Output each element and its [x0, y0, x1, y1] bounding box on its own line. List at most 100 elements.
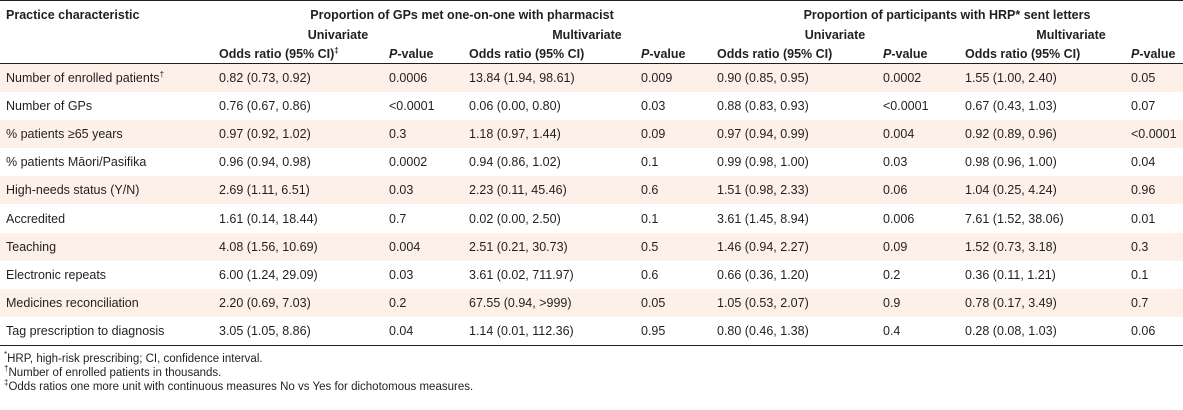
row-label: Electronic repeats [6, 267, 107, 282]
cell-g2-uni-p: 0.0002 [883, 70, 922, 85]
cell-g2-multi-or: 1.04 (0.25, 4.24) [965, 183, 1057, 198]
cell-g1-multi-or: 0.02 (0.00, 2.50) [469, 211, 561, 226]
g2-uni-or-header: Odds ratio (95% CI) [717, 46, 833, 61]
row-label: High-needs status (Y/N) [6, 183, 140, 198]
cell-g1-multi-p: 0.6 [641, 183, 659, 198]
table-row: Number of GPs 0.76 (0.67, 0.86) <0.0001 0.0… [0, 92, 1183, 120]
cell-g1-uni-p: <0.0001 [389, 98, 435, 113]
cell-g2-multi-p: 0.3 [1131, 239, 1149, 254]
cell-g2-uni-or: 0.97 (0.94, 0.99) [717, 126, 809, 141]
cell-g2-uni-p: 0.06 [883, 183, 908, 198]
cell-g2-uni-or: 0.99 (0.98, 1.00) [717, 155, 809, 170]
cell-g2-multi-p: 0.04 [1131, 155, 1156, 170]
row-label: Accredited [6, 211, 66, 226]
row-label: Medicines reconciliation [6, 296, 139, 311]
cell-g1-multi-p: 0.09 [641, 126, 666, 141]
cell-g1-multi-or: 13.84 (1.94, 98.61) [469, 70, 575, 85]
footnotes: *HRP, high-risk prescribing; CI, confide… [0, 346, 1183, 394]
cell-g2-uni-or: 3.61 (1.45, 8.94) [717, 211, 809, 226]
header-row-columns: Odds ratio (95% CI)‡ P-value Odds ratio … [0, 44, 1183, 64]
cell-g2-uni-or: 0.66 (0.36, 1.20) [717, 267, 809, 282]
cell-g2-multi-p: 0.96 [1131, 183, 1156, 198]
cell-g1-multi-p: 0.6 [641, 267, 659, 282]
cell-g2-uni-p: 0.9 [883, 296, 901, 311]
cell-g2-multi-or: 0.92 (0.89, 0.96) [965, 126, 1057, 141]
row-label: Number of GPs [6, 98, 93, 113]
header-row-model: Univariate Multivariate Univariate Multi… [0, 25, 1183, 44]
g2-multi-p-header: P-value [1131, 46, 1176, 61]
g1-uni-or-header: Odds ratio (95% CI)‡ [219, 45, 339, 61]
results-table: Practice characteristic Proportion of GP… [0, 0, 1183, 346]
cell-g2-multi-p: <0.0001 [1131, 126, 1177, 141]
group-header-gps-met: Proportion of GPs met one-on-one with ph… [310, 7, 614, 22]
cell-g1-uni-p: 0.3 [389, 126, 407, 141]
cell-g2-multi-p: 0.1 [1131, 267, 1149, 282]
cell-g1-uni-p: 0.03 [389, 183, 414, 198]
cell-g2-uni-or: 0.88 (0.83, 0.93) [717, 98, 809, 113]
g2-multi-or-header: Odds ratio (95% CI) [965, 46, 1081, 61]
cell-g1-uni-p: 0.04 [389, 324, 414, 339]
cell-g1-uni-or: 0.76 (0.67, 0.86) [219, 98, 311, 113]
table-row: Number of enrolled patients† 0.82 (0.73, … [0, 63, 1183, 92]
row-label: % patients ≥65 years [6, 126, 123, 141]
cell-g2-multi-p: 0.05 [1131, 70, 1156, 85]
cell-g1-uni-or: 1.61 (0.14, 18.44) [219, 211, 318, 226]
cell-g2-multi-p: 0.06 [1131, 324, 1156, 339]
cell-g2-uni-p: 0.03 [883, 155, 908, 170]
cell-g1-uni-or: 6.00 (1.24, 29.09) [219, 267, 318, 282]
cell-g1-multi-or: 3.61 (0.02, 711.97) [469, 267, 574, 282]
g1-uni-p-header: P-value [389, 46, 434, 61]
cell-g1-uni-or: 3.05 (1.05, 8.86) [219, 324, 311, 339]
row-label: Tag prescription to diagnosis [6, 324, 165, 339]
header-row-groups: Practice characteristic Proportion of GP… [0, 1, 1183, 26]
cell-g1-uni-p: 0.2 [389, 296, 407, 311]
table-body: Number of enrolled patients† 0.82 (0.73, … [0, 63, 1183, 346]
cell-g1-multi-p: 0.5 [641, 239, 659, 254]
cell-g1-multi-p: 0.95 [641, 324, 666, 339]
cell-g1-multi-p: 0.1 [641, 211, 659, 226]
cell-g2-uni-or: 0.80 (0.46, 1.38) [717, 324, 809, 339]
cell-g2-uni-p: 0.006 [883, 211, 915, 226]
cell-g1-uni-p: 0.0002 [389, 155, 428, 170]
cell-g1-multi-p: 0.1 [641, 155, 659, 170]
cell-g2-multi-or: 0.78 (0.17, 3.49) [965, 296, 1057, 311]
footnote: †Number of enrolled patients in thousand… [4, 364, 222, 379]
cell-g2-multi-or: 0.98 (0.96, 1.00) [965, 155, 1057, 170]
row-label: Number of enrolled patients† [6, 69, 165, 85]
table-row: Electronic repeats 6.00 (1.24, 29.09) 0.03… [0, 261, 1183, 289]
cell-g2-multi-p: 0.01 [1131, 211, 1156, 226]
cell-g1-uni-or: 2.20 (0.69, 7.03) [219, 296, 311, 311]
cell-g1-multi-or: 67.55 (0.94, >999) [469, 296, 572, 311]
g2-univariate-header: Univariate [804, 27, 866, 42]
row-label: % patients Māori/Pasifika [6, 155, 147, 170]
cell-g2-multi-or: 0.36 (0.11, 1.21) [965, 267, 1056, 282]
table-row: Medicines reconciliation 2.20 (0.69, 7.03… [0, 289, 1183, 318]
table-row: Tag prescription to diagnosis 3.05 (1.05,… [0, 317, 1183, 346]
cell-g2-multi-or: 1.52 (0.73, 3.18) [965, 239, 1057, 254]
cell-g2-multi-p: 0.7 [1131, 296, 1149, 311]
cell-g1-multi-or: 2.51 (0.21, 30.73) [469, 239, 568, 254]
row-label: Teaching [6, 239, 57, 254]
cell-g2-uni-or: 1.51 (0.98, 2.33) [717, 183, 809, 198]
cell-g2-multi-or: 0.67 (0.43, 1.03) [965, 98, 1057, 113]
cell-g1-multi-or: 0.06 (0.00, 0.80) [469, 98, 561, 113]
g2-uni-p-header: P-value [883, 46, 928, 61]
footnote: ‡Odds ratios one more unit with continuo… [4, 378, 474, 393]
cell-g2-uni-p: 0.09 [883, 239, 908, 254]
g1-multi-or-header: Odds ratio (95% CI) [469, 46, 585, 61]
group-header-hrp-letters: Proportion of participants with HRP* sen… [803, 7, 1091, 22]
cell-g2-uni-p: 0.4 [883, 324, 901, 339]
footnote: *HRP, high-risk prescribing; CI, confide… [4, 350, 263, 365]
g1-univariate-header: Univariate [307, 27, 369, 42]
cell-g2-multi-or: 0.28 (0.08, 1.03) [965, 324, 1057, 339]
cell-g1-uni-or: 0.97 (0.92, 1.02) [219, 126, 311, 141]
cell-g1-multi-or: 1.18 (0.97, 1.44) [469, 126, 561, 141]
cell-g1-uni-p: 0.004 [389, 239, 421, 254]
cell-g1-uni-or: 4.08 (1.56, 10.69) [219, 239, 318, 254]
cell-g2-uni-or: 1.05 (0.53, 2.07) [717, 296, 809, 311]
cell-g1-uni-or: 0.96 (0.94, 0.98) [219, 155, 311, 170]
table-row: Teaching 4.08 (1.56, 10.69) 0.004 2.51 (0.2… [0, 232, 1183, 261]
cell-g1-multi-p: 0.05 [641, 296, 666, 311]
table-row: % patients Māori/Pasifika 0.96 (0.94, 0.9… [0, 148, 1183, 176]
cell-g1-multi-or: 0.94 (0.86, 1.02) [469, 155, 561, 170]
